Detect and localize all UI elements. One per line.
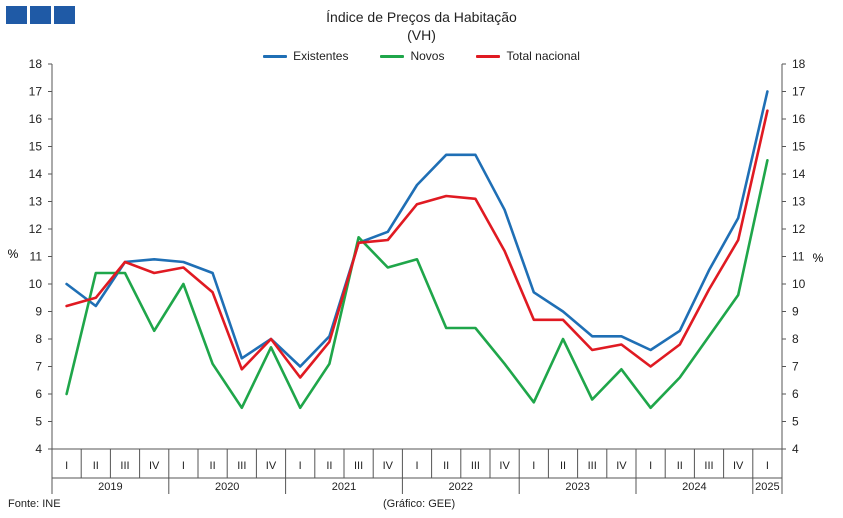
y-tick-label-left: 12 [29, 222, 43, 236]
y-tick-label-left: 10 [29, 277, 43, 291]
series-line-total-nacional [65, 109, 769, 379]
y-tick-label-right: 12 [792, 222, 806, 236]
y-tick-label-right: 13 [792, 195, 806, 209]
quarter-label: IV [149, 460, 160, 472]
source-note: Fonte: INE [8, 498, 61, 510]
quarter-label: III [237, 460, 246, 472]
y-tick-label-left: 17 [29, 85, 43, 99]
y-tick-label-left: 13 [29, 195, 43, 209]
legend-item-existentes: Existentes [263, 49, 348, 63]
year-label: 2023 [565, 481, 589, 493]
quarter-label: II [93, 460, 99, 472]
y-tick-label-right: 15 [792, 140, 806, 154]
y-axis-label-right: % [813, 251, 824, 265]
credit-note: (Gráfico: GEE) [383, 498, 456, 510]
quarter-label: II [210, 460, 216, 472]
quarter-label: IV [499, 460, 510, 472]
legend-label: Novos [410, 49, 445, 63]
quarter-label: IV [266, 460, 277, 472]
y-tick-label-right: 4 [792, 442, 799, 456]
y-tick-label-right: 9 [792, 305, 799, 319]
quarter-label: I [532, 460, 535, 472]
year-label: 2025 [755, 481, 779, 493]
y-tick-label-right: 7 [792, 360, 799, 374]
chart-title: Índice de Preços da Habitação [326, 9, 517, 25]
legend-item-novos: Novos [380, 49, 444, 63]
quarter-label: II [443, 460, 449, 472]
quarter-label: I [415, 460, 418, 472]
y-tick-label-right: 8 [792, 332, 799, 346]
quarter-label: I [182, 460, 185, 472]
quarter-label: III [354, 460, 363, 472]
gee-logo [6, 6, 75, 24]
y-tick-label-right: 10 [792, 277, 806, 291]
y-tick-label-left: 15 [29, 140, 43, 154]
logo-block [54, 6, 75, 24]
quarter-label: IV [383, 460, 394, 472]
y-tick-label-left: 18 [29, 57, 43, 71]
year-label: 2024 [682, 481, 706, 493]
y-tick-label-right: 16 [792, 112, 806, 126]
quarter-label: II [677, 460, 683, 472]
legend-swatch [476, 54, 501, 58]
y-axis-label-left: % [8, 247, 19, 261]
legend-swatch [380, 54, 405, 58]
y-tick-label-left: 16 [29, 112, 43, 126]
y-tick-label-left: 8 [35, 332, 42, 346]
chart-legend: Existentes Novos Total nacional [0, 49, 843, 63]
y-tick-label-right: 5 [792, 415, 799, 429]
series-line-novos [65, 159, 769, 410]
quarter-label: II [326, 460, 332, 472]
legend-label: Total nacional [506, 49, 580, 63]
chart-subtitle: (VH) [407, 27, 436, 43]
y-tick-label-left: 5 [35, 415, 42, 429]
y-tick-label-left: 14 [29, 167, 43, 181]
y-tick-label-left: 9 [35, 305, 42, 319]
quarter-label: IV [616, 460, 627, 472]
year-label: 2019 [98, 481, 122, 493]
quarter-label: III [588, 460, 597, 472]
legend-swatch [263, 54, 288, 58]
y-tick-label-left: 4 [35, 442, 42, 456]
quarter-label: I [299, 460, 302, 472]
quarter-label: IV [733, 460, 744, 472]
y-tick-label-right: 18 [792, 57, 806, 71]
legend-item-total-nacional: Total nacional [476, 49, 580, 63]
quarter-label: II [560, 460, 566, 472]
logo-block [30, 6, 51, 24]
y-tick-label-right: 11 [792, 250, 805, 264]
quarter-label: I [766, 460, 769, 472]
year-label: 2020 [215, 481, 239, 493]
series-line-existentes [65, 90, 769, 368]
quarter-label: I [649, 460, 652, 472]
legend-label: Existentes [293, 49, 349, 63]
quarter-label: III [471, 460, 480, 472]
year-label: 2022 [449, 481, 473, 493]
quarter-label: III [120, 460, 129, 472]
series-lines [65, 90, 769, 410]
y-tick-label-left: 11 [30, 250, 43, 264]
y-tick-label-right: 6 [792, 387, 799, 401]
axes: 4 4 5 5 6 6 7 7 8 8 9 9 10 10 11 11 12 12 13 13 14 14 15 15 16 16… [29, 57, 806, 494]
y-tick-label-right: 14 [792, 167, 806, 181]
year-label: 2021 [332, 481, 356, 493]
y-tick-label-left: 6 [35, 387, 42, 401]
logo-block [6, 6, 27, 24]
y-tick-label-right: 17 [792, 85, 806, 99]
quarter-label: III [704, 460, 713, 472]
quarter-label: I [65, 460, 68, 472]
y-tick-label-left: 7 [35, 360, 42, 374]
